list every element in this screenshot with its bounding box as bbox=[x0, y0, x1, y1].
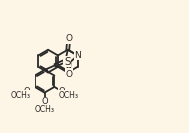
Text: OCH₃: OCH₃ bbox=[35, 105, 55, 114]
Text: O: O bbox=[24, 87, 30, 96]
Text: OCH₃: OCH₃ bbox=[10, 91, 30, 100]
Text: O: O bbox=[65, 70, 72, 79]
Text: O: O bbox=[59, 87, 65, 96]
Text: N: N bbox=[74, 51, 81, 60]
Text: N: N bbox=[65, 69, 72, 78]
Text: S: S bbox=[64, 57, 71, 67]
Text: O: O bbox=[65, 34, 72, 43]
Text: O: O bbox=[41, 97, 48, 106]
Text: OCH₃: OCH₃ bbox=[59, 91, 79, 100]
